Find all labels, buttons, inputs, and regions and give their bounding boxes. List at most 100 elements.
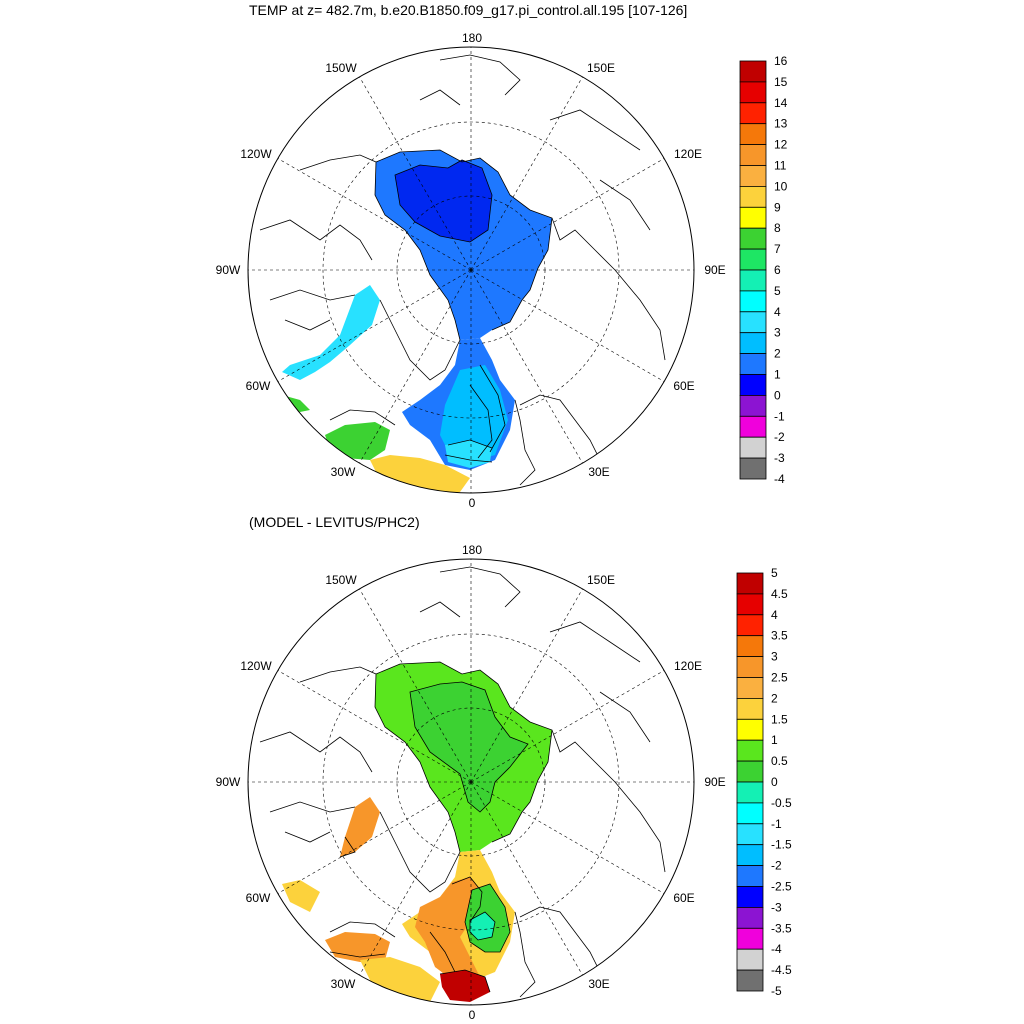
baffin-orange [340,797,380,857]
colorbar-swatch [736,948,764,971]
lon-label: 180 [462,31,482,45]
colorbar-tick-label: -4 [774,472,785,486]
labrador-yellow [282,880,320,912]
lon-label: 120E [674,147,702,161]
lon-label: 30E [588,977,609,991]
contours-top [394,159,506,463]
colorbar-swatch [739,81,767,104]
colorbar-swatch [739,394,767,417]
colorbar-swatch [739,353,767,375]
colorbar-swatch [739,227,767,250]
colorbar-tick-label: 9 [774,200,781,214]
panel-title-bottom: (MODEL - LEVITUS/PHC2) [249,514,420,530]
colorbar-swatch [739,206,767,229]
colorbar-swatch [739,123,767,145]
lon-label: 0 [469,1008,476,1022]
colorbar-tick-label: 13 [774,117,788,131]
colorbar-swatch [736,677,764,699]
meridian-line [359,781,472,976]
colorbar-swatch [736,969,764,992]
colorbar-swatch [739,269,767,292]
colorbar-swatch [739,374,767,396]
colorbar-swatch [736,739,764,762]
meridian-line [277,269,472,382]
colorbar-tick-label: -1 [771,817,782,831]
meridian-line [277,781,472,894]
polar-map-bottom: 180 150E 120E 90E 60E 30E 0 30W 60W 90W … [216,543,792,1022]
lon-label: 0 [469,496,476,510]
map-border-bottom [247,558,695,1006]
colorbar-tick-label: -2 [771,859,782,873]
lon-label: 150W [325,61,357,75]
atlantic-orange [325,932,390,962]
meridian-line [470,158,665,271]
colorbar-swatch [736,718,764,741]
colorbar-swatch [739,332,767,355]
atlantic-green [325,422,390,460]
colorbar-tick-label: 3 [774,326,781,340]
lon-label: 60W [246,891,271,905]
colorbar-tick-label: 2 [771,691,778,705]
colorbar-tick-label: 1 [771,733,778,747]
colorbar-tick-label: 10 [774,179,788,193]
lon-labels-top: 180 150E 120E 90E 60E 30E 0 30W 60W 90W … [216,31,726,510]
coastlines-top [259,54,666,486]
nordic-orange [415,877,482,982]
colorbar-tick-label: 0.5 [771,754,788,768]
lon-label: 90W [216,263,241,277]
colorbar-tick-label: 16 [774,54,788,68]
colorbar-tick-label: 3.5 [771,629,788,643]
colorbar-swatch [736,865,764,887]
colorbar-tick-label: -1 [774,409,785,423]
lon-label: 60E [673,891,694,905]
colorbar-swatch [736,572,764,595]
colorbar-tick-label: -3 [774,451,785,465]
lon-label: 150E [587,61,615,75]
colorbar-swatch [736,802,764,825]
colorbar-swatch [739,457,767,480]
colorbar-swatch [736,886,764,908]
meridian-line [470,269,665,382]
nordic-light [440,365,508,462]
lon-label: 30E [588,465,609,479]
colorbar-tick-label: 2 [774,347,781,361]
colorbar-tick-label: 1 [774,368,781,382]
colorbar-tick-label: 4 [774,305,781,319]
colorbar-tick-label: -4.5 [771,963,792,977]
colorbar-bottom: 5 4.5 4 3.5 3 2.5 2 1.5 1 0.5 0 -0.5 -1 -1.5 -2 -2.5 -3 -… [736,566,792,998]
colorbar-swatch [736,927,764,950]
colorbar-swatch [739,248,767,271]
colorbar-tick-label: 4 [771,608,778,622]
colorbar-tick-label: 0 [774,388,781,402]
colorbar-swatch [739,102,767,125]
lon-label: 150E [587,573,615,587]
lon-label: 180 [462,543,482,557]
colorbar-tick-label: -2.5 [771,880,792,894]
colorbar-swatch [736,614,764,637]
meridian-line [470,76,583,271]
colorbar-tick-label: 8 [774,221,781,235]
colorbar-tick-label: 6 [774,263,781,277]
lon-label: 90W [216,775,241,789]
colorbar-tick-label: 5 [771,566,778,580]
labrador-fill [282,395,310,412]
colorbar-tick-label: 5 [774,284,781,298]
meridian-line [470,781,583,976]
lon-label: 150W [325,573,357,587]
lon-label: 120W [240,147,272,161]
basin-inner [410,682,528,812]
lon-label: 120W [240,659,272,673]
colorbar-tick-label: -0.5 [771,796,792,810]
colorbar-swatch [736,635,764,657]
meridians-bottom [248,559,694,1005]
colorbar-swatch [736,906,764,929]
lon-label: 30W [331,465,356,479]
lon-label: 60W [246,379,271,393]
colorbar-swatch [739,436,767,459]
colorbar-swatch [736,844,764,867]
meridians-top [248,47,694,493]
colorbar-tick-label: 11 [774,159,787,173]
colorbar-tick-label: 2.5 [771,671,788,685]
atlantic-red [440,970,490,1002]
